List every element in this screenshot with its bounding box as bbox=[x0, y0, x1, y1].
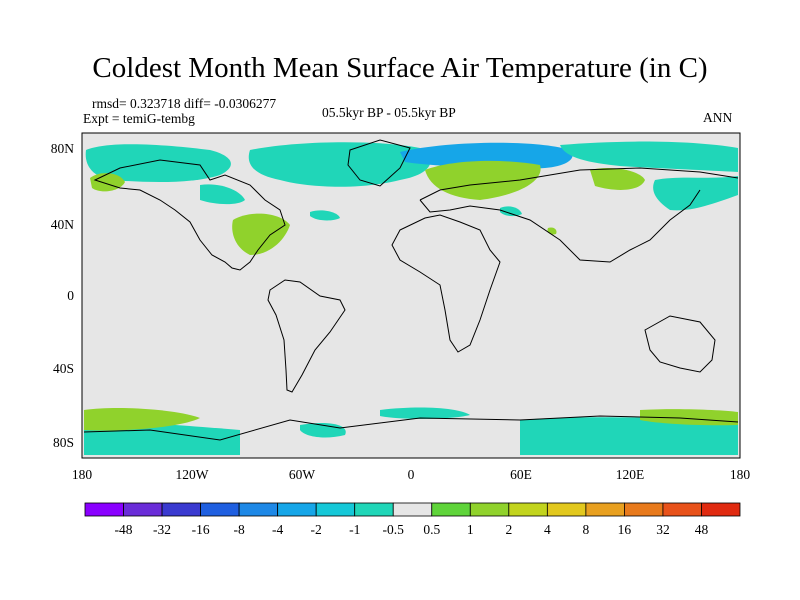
region-positive-antarctic-pacific bbox=[640, 409, 738, 426]
colorbar-label: 2 bbox=[505, 522, 512, 537]
region-negative-atlantic bbox=[310, 210, 340, 221]
colorbar-label: -2 bbox=[311, 522, 322, 537]
positive-anomaly-regions bbox=[84, 160, 738, 431]
lon-tick-120w: 120W bbox=[176, 467, 209, 482]
africa-coast bbox=[391, 214, 501, 353]
colorbar-swatch bbox=[392, 502, 433, 517]
colorbar-swatch bbox=[662, 502, 702, 517]
colorbar-swatch bbox=[354, 502, 394, 517]
colorbar-label: 0.5 bbox=[423, 522, 440, 537]
colorbar-label: -16 bbox=[192, 522, 210, 537]
region-positive-ross-sea bbox=[84, 407, 200, 431]
colorbar-swatch bbox=[431, 502, 471, 517]
region-negative-caspian bbox=[500, 206, 522, 217]
colorbar-swatch bbox=[277, 502, 317, 517]
colorbar-label: 8 bbox=[583, 522, 590, 537]
colorbar-label: 4 bbox=[544, 522, 551, 537]
colorbar-label: -48 bbox=[115, 522, 133, 537]
colorbar-swatch bbox=[508, 502, 548, 517]
lon-tick-60e: 60E bbox=[510, 467, 532, 482]
region-positive-eastern-us bbox=[232, 213, 290, 255]
lon-tick-60w: 60W bbox=[289, 467, 316, 482]
greenland-coast bbox=[347, 139, 411, 187]
colorbar-swatch bbox=[84, 502, 124, 517]
colorbar-swatch bbox=[546, 502, 587, 517]
lat-tick-80s: 80S bbox=[53, 435, 74, 450]
lon-tick-180e: 180 bbox=[730, 467, 751, 482]
antarctica-coast bbox=[83, 415, 739, 441]
colorbar: -48 -32 -16 -8 -4 -2 -1 -0.5 0.5 1 2 4 8 16 32 48 bbox=[84, 502, 741, 537]
lat-tick-80n: 80N bbox=[51, 141, 75, 156]
colorbar-swatch bbox=[469, 502, 510, 517]
colorbar-label: -1 bbox=[349, 522, 360, 537]
lat-axis: 80N 40N 0 40S 80S bbox=[51, 141, 75, 450]
colorbar-swatch bbox=[585, 502, 625, 517]
region-negative-antarctic-east bbox=[520, 417, 738, 455]
lat-tick-0: 0 bbox=[67, 288, 74, 303]
colorbar-label: -32 bbox=[153, 522, 171, 537]
stats-line-2: Expt = temiG-tembg bbox=[83, 111, 195, 126]
colorbar-label: 32 bbox=[656, 522, 670, 537]
coastlines bbox=[83, 139, 739, 441]
period-label: 05.5kyr BP - 05.5kyr BP bbox=[322, 105, 456, 120]
season-label: ANN bbox=[703, 110, 733, 125]
australia-coast bbox=[644, 315, 716, 373]
colorbar-label: 16 bbox=[618, 522, 632, 537]
lat-tick-40n: 40N bbox=[51, 217, 75, 232]
lat-tick-40s: 40S bbox=[53, 361, 74, 376]
lon-tick-120e: 120E bbox=[616, 467, 645, 482]
colorbar-swatch bbox=[123, 502, 163, 517]
colorbar-label: -0.5 bbox=[383, 522, 405, 537]
colorbar-swatch bbox=[315, 502, 356, 517]
lon-tick-0: 0 bbox=[408, 467, 415, 482]
colorbar-swatch bbox=[238, 502, 279, 517]
region-negative-far-east bbox=[653, 176, 738, 211]
colorbar-label: 1 bbox=[467, 522, 474, 537]
colorbar-label: -4 bbox=[272, 522, 283, 537]
region-positive-scandinavia bbox=[425, 160, 541, 200]
region-negative-barents bbox=[400, 142, 573, 169]
region-negative-siberia bbox=[560, 141, 738, 172]
region-negative-southern-ocean bbox=[380, 407, 470, 419]
colorbar-swatch bbox=[161, 502, 201, 517]
stats-line-1: rmsd= 0.323718 diff= -0.0306277 bbox=[92, 96, 277, 111]
lon-tick-180w: 180 bbox=[72, 467, 93, 482]
colorbar-label: -8 bbox=[233, 522, 244, 537]
colorbar-swatch bbox=[624, 502, 664, 517]
colorbar-swatch bbox=[701, 502, 741, 517]
map-title: Coldest Month Mean Surface Air Temperatu… bbox=[92, 52, 708, 84]
region-positive-central-siberia bbox=[590, 168, 645, 190]
eurasia-coast bbox=[419, 167, 739, 263]
negative-anomaly-regions bbox=[84, 141, 738, 455]
region-negative-greenland bbox=[248, 142, 431, 187]
region-negative-hudson bbox=[200, 184, 245, 205]
lon-axis: 180 120W 60W 0 60E 120E 180 bbox=[72, 467, 751, 482]
colorbar-label: 48 bbox=[695, 522, 709, 537]
north-america-coast bbox=[93, 159, 286, 271]
map-panel bbox=[81, 132, 741, 459]
region-negative-arctic-canada bbox=[85, 144, 231, 183]
south-america-coast bbox=[267, 279, 346, 393]
colorbar-swatch bbox=[200, 502, 240, 517]
